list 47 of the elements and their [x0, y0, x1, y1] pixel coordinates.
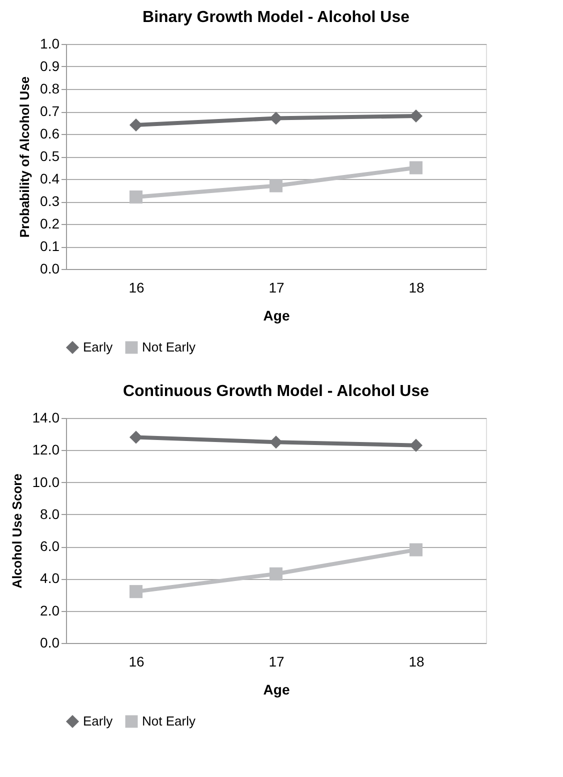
point: [129, 190, 143, 204]
x-tick-label: 17: [268, 280, 284, 296]
y-axis-title: Probability of Alcohol Use: [17, 76, 32, 238]
y-tick-label: 14.0: [32, 410, 60, 426]
point: [409, 109, 423, 123]
point: [269, 567, 283, 580]
x-axis-title: Age: [263, 308, 290, 324]
point: [269, 179, 283, 192]
y-tick-label: 0.0: [40, 634, 60, 650]
legend-label: Early: [83, 714, 114, 729]
y-tick-label: 8.0: [40, 506, 60, 522]
chart-title: Binary Growth Model - Alcohol Use: [142, 9, 410, 26]
chart-title: Continuous Growth Model - Alcohol Use: [122, 383, 430, 400]
y-tick-label: 0.9: [40, 58, 60, 74]
point: [269, 112, 283, 125]
y-tick-label: 0.6: [40, 126, 60, 142]
x-tick-label: 17: [268, 654, 284, 670]
x-axis-title: Age: [263, 682, 290, 698]
y-tick-label: 6.0: [40, 538, 60, 554]
y-axis-title: Alcohol Use Score: [9, 474, 24, 588]
y-tick-label: 2.0: [40, 602, 60, 618]
point: [129, 118, 143, 132]
point: [269, 436, 283, 449]
y-tick-label: 0.7: [40, 103, 60, 119]
x-tick-label: 18: [408, 280, 424, 296]
y-tick-label: 0.4: [40, 170, 60, 186]
legend-label: Not Early: [142, 714, 196, 729]
y-tick-label: 0.5: [40, 148, 60, 164]
legend-label: Early: [83, 340, 114, 355]
y-tick-label: 0.3: [40, 193, 60, 209]
y-tick-label: 0.2: [40, 216, 60, 232]
x-tick-label: 16: [128, 654, 144, 670]
point: [409, 161, 423, 174]
y-tick-label: 1.0: [40, 36, 60, 52]
y-tick-label: 10.0: [32, 474, 60, 490]
point: [409, 438, 423, 452]
y-tick-label: 4.0: [40, 570, 60, 586]
x-tick-label: 16: [128, 280, 144, 296]
y-tick-label: 0.8: [40, 80, 60, 96]
point: [409, 543, 423, 556]
point: [129, 430, 143, 444]
y-tick-label: 12.0: [32, 442, 60, 458]
y-tick-label: 0.1: [40, 238, 60, 254]
point: [129, 585, 143, 598]
x-tick-label: 18: [408, 654, 424, 670]
y-tick-label: 0.0: [40, 260, 60, 276]
legend-label: Not Early: [142, 340, 196, 355]
